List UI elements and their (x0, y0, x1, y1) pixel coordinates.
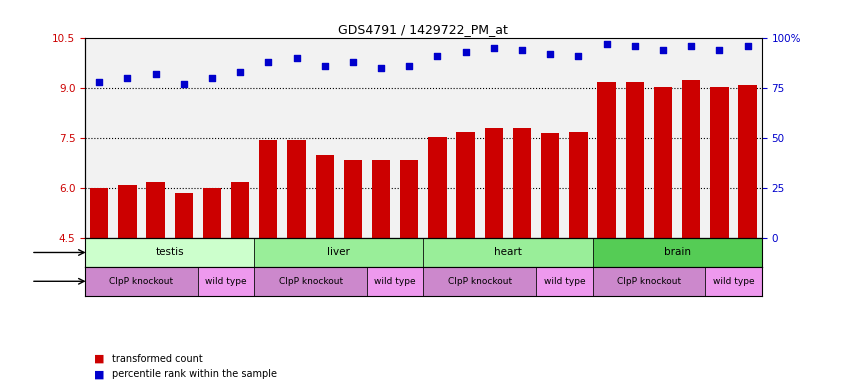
Bar (536, 267, 592, 296)
Bar (428, 137, 447, 384)
Point (205, 75, 219, 81)
Point (149, 71, 163, 78)
Bar (513, 128, 531, 384)
Bar (541, 133, 559, 384)
Bar (625, 82, 644, 384)
Bar (288, 140, 306, 384)
Bar (146, 182, 165, 384)
Point (459, 49, 472, 55)
Bar (372, 160, 391, 384)
Bar (711, 87, 728, 384)
Text: ■: ■ (94, 354, 104, 364)
Text: percentile rank within the sample: percentile rank within the sample (112, 369, 277, 379)
Bar (424, 238, 592, 267)
Text: brain: brain (664, 247, 690, 258)
Point (318, 63, 332, 70)
Text: wild type: wild type (544, 277, 585, 286)
Point (289, 55, 303, 61)
Point (572, 53, 585, 60)
Point (403, 63, 416, 70)
Point (628, 43, 642, 50)
Bar (197, 267, 254, 296)
Bar (260, 140, 277, 384)
Text: ClpP knockout: ClpP knockout (278, 277, 343, 286)
Text: ■: ■ (94, 369, 104, 379)
Bar (231, 182, 249, 384)
Text: testis: testis (156, 247, 184, 258)
Text: wild type: wild type (205, 277, 247, 286)
Point (121, 75, 134, 81)
Bar (597, 82, 616, 384)
Point (712, 47, 726, 53)
Point (346, 59, 360, 65)
Point (261, 59, 275, 65)
Bar (316, 155, 334, 384)
Bar (569, 132, 587, 384)
Bar (344, 160, 362, 384)
Point (431, 53, 444, 60)
Point (544, 51, 557, 58)
Bar (85, 267, 197, 296)
Point (177, 81, 191, 88)
Point (684, 43, 698, 50)
Point (233, 69, 247, 75)
Bar (254, 267, 367, 296)
Bar (705, 267, 762, 296)
Bar (90, 188, 108, 384)
Text: ClpP knockout: ClpP knockout (110, 277, 174, 286)
Text: wild type: wild type (712, 277, 754, 286)
Bar (203, 188, 221, 384)
Text: heart: heart (494, 247, 522, 258)
Point (487, 45, 500, 51)
Bar (424, 267, 536, 296)
Bar (682, 80, 700, 384)
Title: GDS4791 / 1429722_PM_at: GDS4791 / 1429722_PM_at (339, 23, 508, 36)
Point (656, 47, 670, 53)
Bar (254, 238, 423, 267)
Point (515, 47, 528, 53)
Bar (367, 267, 423, 296)
Bar (174, 193, 193, 384)
Bar (485, 128, 503, 384)
Text: transformed count: transformed count (112, 354, 203, 364)
Text: liver: liver (328, 247, 351, 258)
Bar (400, 160, 419, 384)
Point (374, 65, 388, 71)
Bar (118, 185, 136, 384)
Bar (456, 132, 475, 384)
Bar (739, 85, 757, 384)
Text: ClpP knockout: ClpP knockout (617, 277, 681, 286)
Text: ClpP knockout: ClpP knockout (448, 277, 511, 286)
Point (740, 43, 754, 50)
Bar (85, 238, 254, 267)
Point (93, 79, 106, 85)
Bar (592, 267, 705, 296)
Point (600, 41, 614, 48)
Bar (592, 238, 762, 267)
Bar (654, 87, 672, 384)
Text: wild type: wild type (374, 277, 416, 286)
